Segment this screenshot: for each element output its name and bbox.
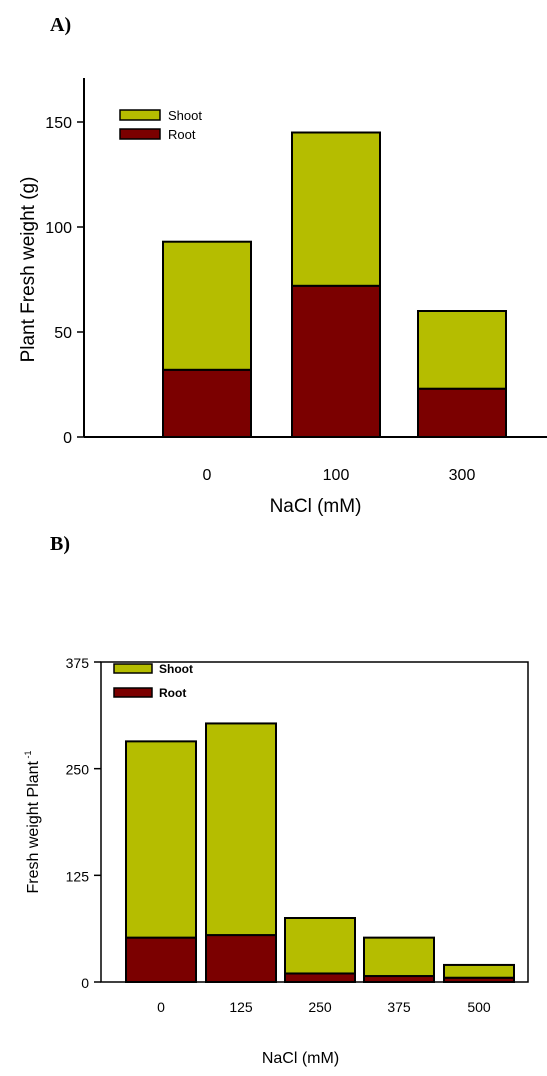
y-tick-label: 50 [54,325,72,342]
y-tick-label: 100 [45,220,72,237]
x-axis-label: NaCl (mM) [270,496,362,517]
y-tick-label: 375 [66,655,90,671]
legend-swatch-root [119,128,161,140]
x-tick-label: 125 [229,999,253,1015]
bar-shoot [417,310,507,390]
bar-shoot [443,963,515,979]
bar-shoot [205,722,277,937]
bar-root [291,284,381,438]
bar-shoot [125,740,197,939]
legend-label-root: Root [159,686,186,700]
x-tick-label: 500 [467,999,491,1015]
bar-root [284,972,356,984]
x-axis-label: NaCl (mM) [262,1050,339,1067]
bar-shoot [284,917,356,975]
legend-label-shoot: Shoot [168,108,202,123]
bar-root [125,936,197,983]
y-tick-label: 0 [81,975,89,991]
x-tick-label: 100 [323,467,350,484]
y-axis-label-superscript: -1 [23,750,33,761]
x-tick-label: 375 [387,999,411,1015]
y-tick-label: 125 [66,868,90,884]
y-tick-label: 0 [63,430,72,447]
panel-b-label: B) [50,533,70,555]
y-tick-label: 250 [66,762,90,778]
panel-a-label: A) [50,14,72,36]
bar-root [417,387,507,439]
legend-swatch-root [113,687,153,698]
y-tick-label: 150 [45,115,72,132]
y-axis-label: Fresh weight Plant -1 [23,750,42,893]
x-tick-label: 300 [449,467,476,484]
y-axis-label: Plant Fresh weight (g) [18,177,39,363]
bar-root [205,934,277,983]
bar-shoot [363,936,435,978]
x-tick-label: 250 [308,999,332,1015]
bar-shoot [162,240,252,371]
chart-a: 0 50 100 150 0 100 300 NaCl (mM) Plant Fresh wei… [18,78,547,517]
x-tick-label: 0 [203,467,212,484]
chart-b: 0 125 250 375 0 125 250 375 500 NaCl (mM) Fresh we… [23,655,529,1067]
legend-swatch-shoot [119,109,161,121]
legend-label-shoot: Shoot [159,662,193,676]
legend-label-root: Root [168,127,196,142]
legend-swatch-shoot [113,663,153,674]
x-tick-label: 0 [157,999,165,1015]
bar-shoot [291,131,381,287]
bar-root [162,368,252,438]
